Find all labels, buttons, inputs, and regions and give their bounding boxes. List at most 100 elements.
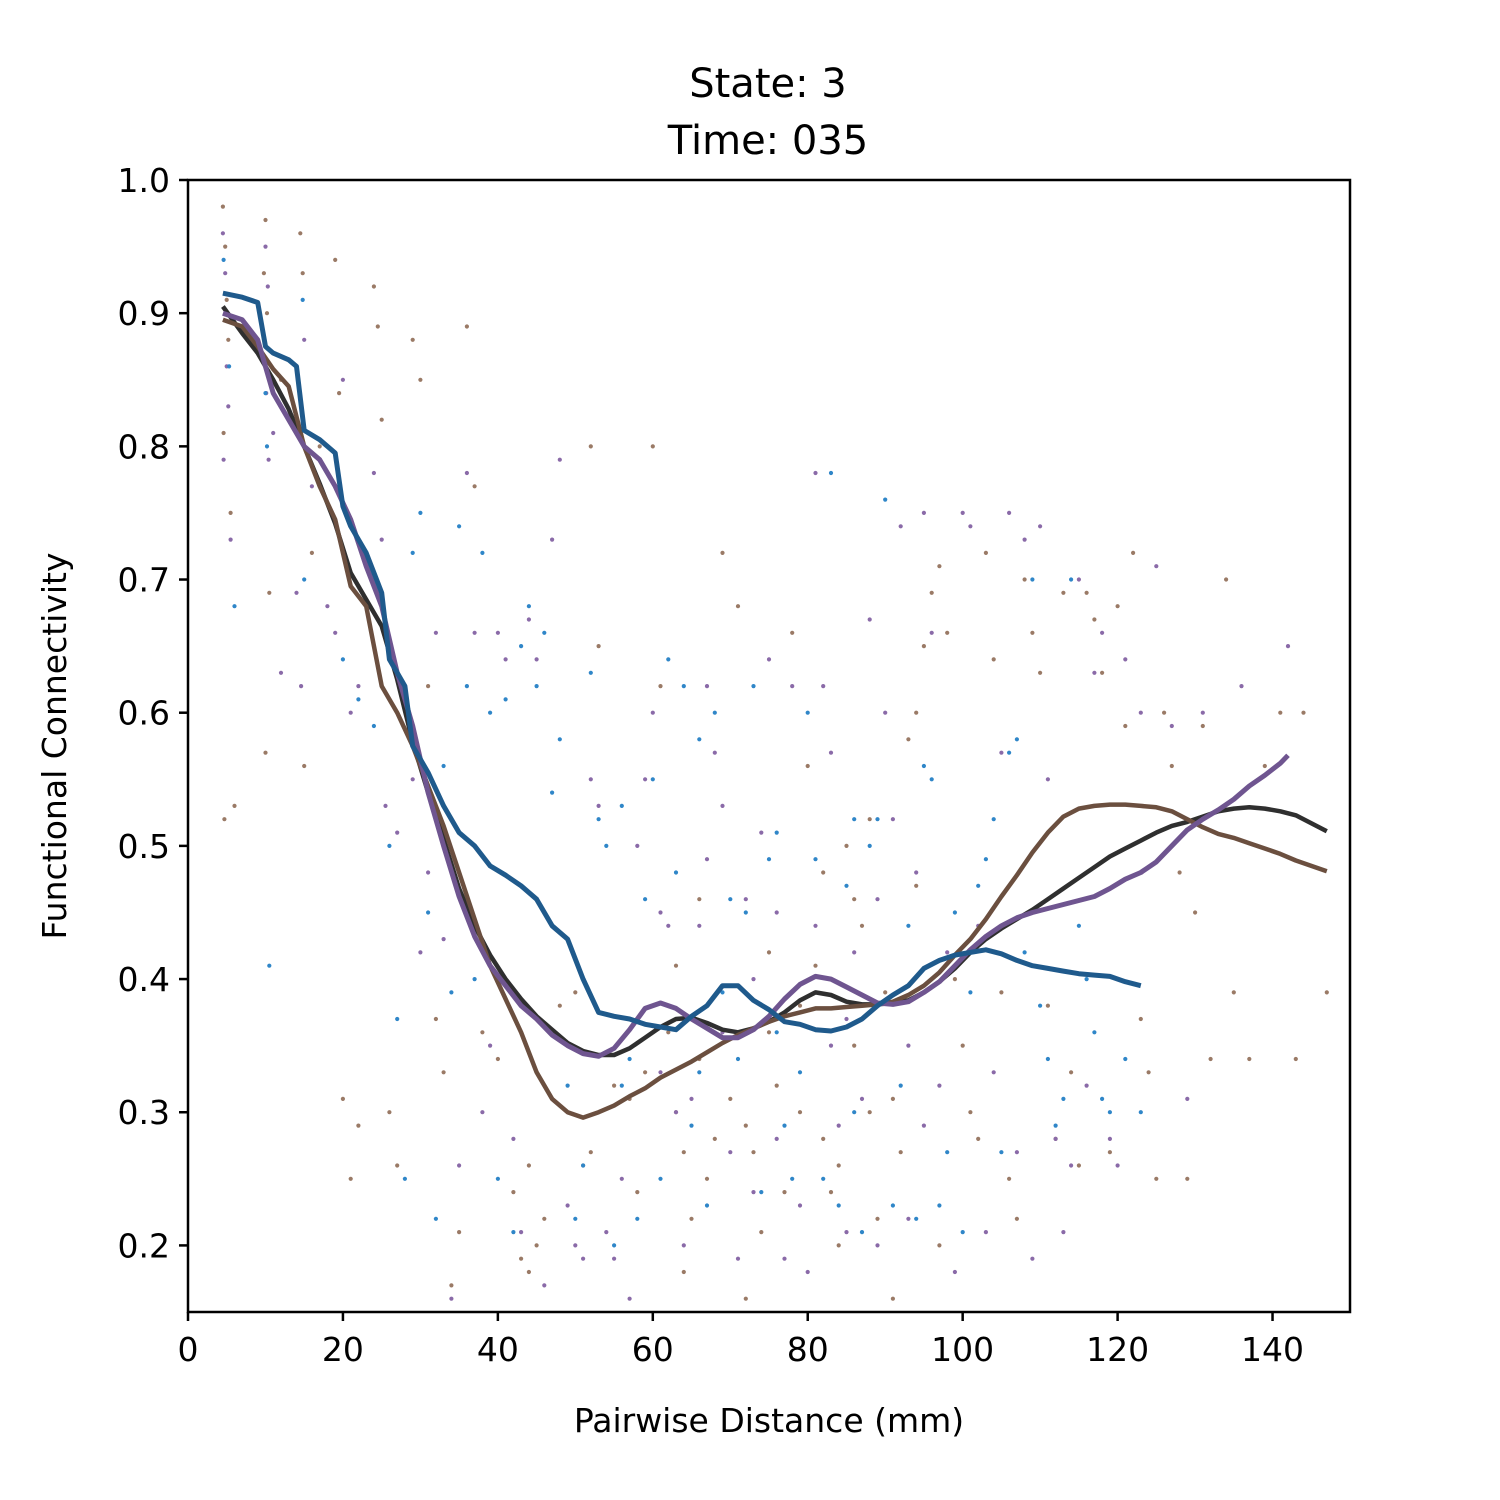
brown-points-point — [782, 1190, 787, 1195]
x-tick-label: 100 — [931, 1330, 994, 1369]
blue-points-point — [1038, 1003, 1043, 1008]
brown-points-point — [906, 737, 911, 742]
brown-points-point — [371, 284, 376, 289]
brown-points-point — [929, 590, 934, 595]
brown-points-point — [666, 1030, 671, 1035]
brown-points-point — [1007, 1176, 1012, 1181]
brown-points-point — [1107, 1150, 1112, 1155]
purple-points-point — [751, 977, 756, 982]
purple-points-point — [1123, 657, 1128, 662]
blue-points-point — [673, 870, 679, 875]
purple-points-point — [433, 630, 438, 635]
blue-points-point — [472, 977, 477, 982]
blue-points-point — [890, 1203, 896, 1208]
y-tick-label: 0.5 — [118, 827, 170, 866]
purple-points-point — [480, 1110, 485, 1115]
purple-points-point — [673, 1110, 679, 1115]
purple-points-point — [1100, 630, 1105, 635]
brown-points-point — [968, 1110, 973, 1115]
purple-points-point — [294, 590, 299, 595]
brown-points-point — [1162, 710, 1167, 715]
purple-points-point — [1138, 710, 1143, 715]
blue-points-point — [526, 604, 532, 609]
brown-points-point — [379, 417, 384, 422]
purple-points-point — [1185, 1096, 1190, 1101]
brown-points-point — [220, 204, 225, 209]
blue-points-point — [1123, 1056, 1128, 1062]
purple-points-point — [1200, 710, 1205, 715]
purple-points-point — [410, 777, 415, 782]
purple-points-point — [828, 1043, 834, 1048]
purple-points-point — [844, 1230, 849, 1235]
y-tick-label: 1.0 — [118, 161, 170, 200]
purple-points-point — [1169, 723, 1174, 729]
purple-points-point — [720, 803, 725, 809]
blue-points-point — [790, 1176, 795, 1181]
brown-points-point — [921, 644, 927, 649]
purple-points-point — [844, 1016, 849, 1022]
blue-points-point — [921, 763, 927, 769]
brown-points-point — [418, 377, 423, 382]
blue-points-point — [883, 497, 888, 502]
y-tick-label: 0.6 — [118, 694, 170, 733]
purple-points-point — [836, 1123, 841, 1128]
purple-points-point — [852, 950, 857, 955]
blue-points-point — [844, 883, 849, 888]
brown-points-point — [1123, 723, 1128, 729]
purple-points-point — [266, 457, 271, 462]
brown-points-point — [1100, 670, 1105, 675]
brown-points-point — [1301, 710, 1306, 715]
brown-points-point — [805, 763, 810, 769]
purple-points-point — [221, 457, 226, 462]
blue-points-point — [519, 644, 524, 649]
blue-points-point — [596, 817, 601, 822]
y-tick-label: 0.3 — [118, 1093, 170, 1132]
brown-points-point — [232, 803, 237, 809]
purple-points-point — [503, 657, 508, 662]
purple-points-point — [495, 630, 500, 635]
purple-points-point — [395, 830, 400, 835]
blue-points-point — [650, 777, 655, 782]
blue-points-point — [960, 1230, 965, 1235]
purple-points-point — [457, 1163, 462, 1168]
brown-points-point — [743, 1296, 748, 1301]
purple-points-point — [968, 524, 973, 529]
purple-points-point — [542, 1283, 547, 1288]
brown-points-point — [914, 710, 919, 715]
brown-points-point — [457, 1230, 462, 1235]
purple-points-point — [797, 1203, 803, 1208]
brown-points-point — [1278, 710, 1283, 715]
purple-points-point — [348, 710, 353, 715]
brown-points-point — [480, 1030, 485, 1035]
brown-points-point — [298, 231, 303, 236]
purple-points-point — [612, 1256, 617, 1261]
brown-points-point — [1038, 670, 1043, 675]
purple-points-point — [228, 537, 233, 542]
brown-points-point — [588, 1150, 593, 1155]
blue-points-point — [449, 990, 454, 995]
purple-points-point — [704, 684, 710, 689]
purple-points-point — [565, 1203, 570, 1208]
blue-points-point — [1022, 950, 1027, 955]
purple-points-point — [356, 684, 361, 689]
brown-points-point — [228, 510, 233, 515]
brown-points-point — [1131, 550, 1136, 556]
chart-title-line-2: Time: 035 — [667, 118, 868, 164]
y-tick-label: 0.2 — [118, 1226, 170, 1265]
brown-points-point — [813, 963, 818, 968]
x-tick-label: 0 — [178, 1330, 199, 1369]
purple-points-point — [1030, 1256, 1035, 1261]
y-tick-label: 0.9 — [118, 294, 170, 333]
blue-points-point — [426, 910, 431, 915]
blue-points-point — [689, 1123, 694, 1128]
purple-points-point — [519, 1230, 524, 1235]
brown-points-point — [1293, 1056, 1298, 1062]
purple-points-point — [619, 1176, 624, 1181]
blue-points-point — [612, 1243, 617, 1248]
blue-points-point — [387, 843, 392, 849]
brown-points-point — [673, 963, 679, 968]
y-tick-label: 0.8 — [118, 427, 170, 466]
blue-points-point — [495, 1176, 500, 1181]
purple-points-point — [867, 617, 872, 622]
